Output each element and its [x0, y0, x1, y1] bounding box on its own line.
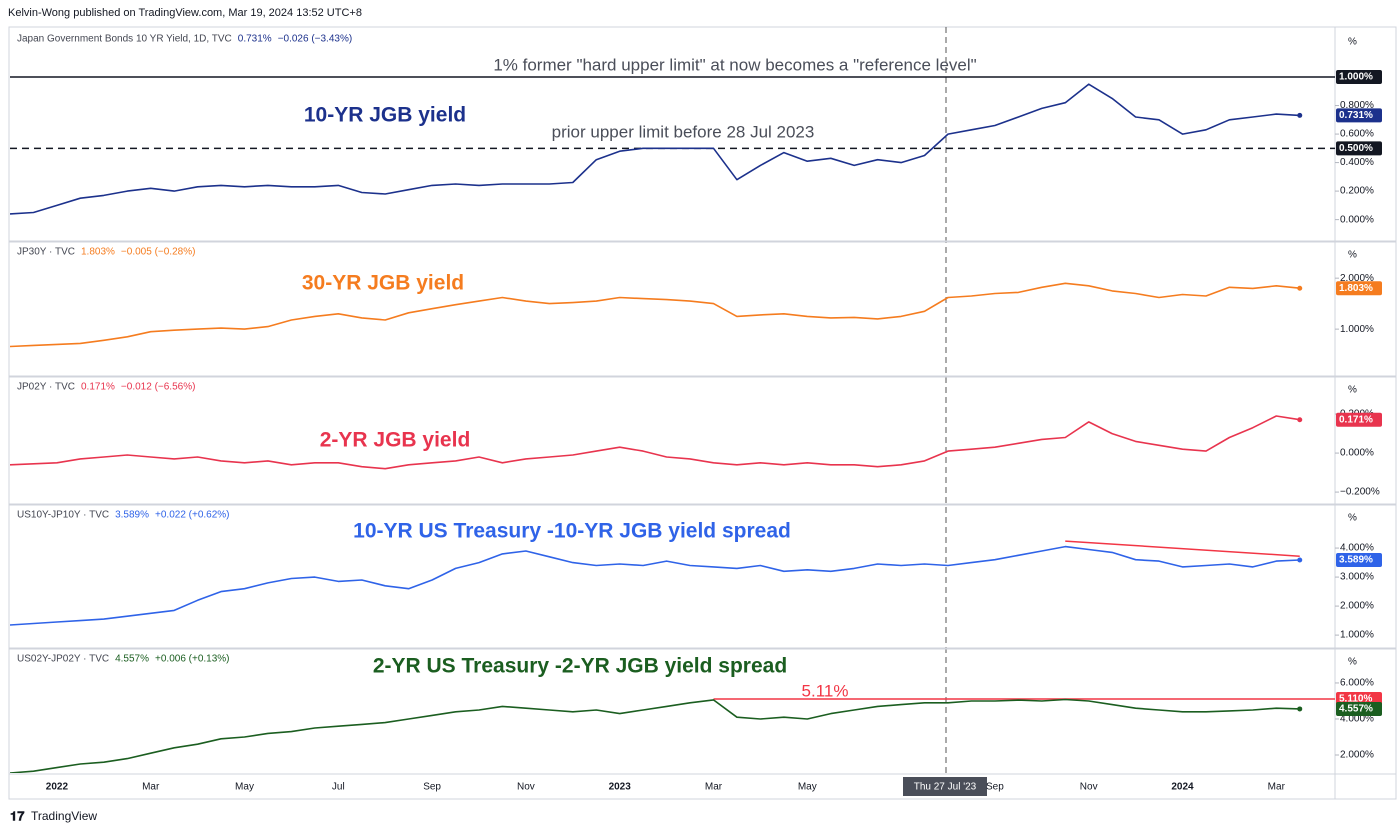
last-label-box	[1336, 701, 1382, 716]
legend-text: 0.731%	[238, 34, 272, 45]
last-label: 0.731%	[1339, 110, 1373, 121]
legend-text: −0.012 (−6.56%)	[121, 382, 196, 393]
pane	[10, 76, 1335, 215]
y-tick-label: 2.000%	[1340, 750, 1374, 761]
level-label: 5.110%	[1339, 694, 1372, 705]
panels: % 0.000% 0.200% 0.400% 0.600% 0.800% 1.000% 0.5…	[9, 34, 1396, 793]
level-label: 0.500%	[1339, 143, 1373, 154]
legend-text: +0.022 (+0.62%)	[155, 510, 230, 521]
pane	[10, 282, 1303, 348]
y-tick-label: 1.000%	[1340, 630, 1374, 641]
y-tick-label: 0.000%	[1340, 214, 1374, 225]
legend-text: US02Y-JP02Y · TVC	[17, 654, 109, 665]
legend-text: 3.589%	[115, 510, 149, 521]
last-point	[1297, 285, 1303, 291]
last-label-box	[1336, 281, 1382, 296]
legend-text: Japan Government Bonds 10 YR Yield, 1D, …	[17, 34, 232, 45]
y-tick-label: 0.200%	[1340, 186, 1374, 197]
frame	[8, 26, 1397, 800]
last-point	[1297, 557, 1303, 563]
pane	[10, 415, 1303, 470]
crosshair-label: Thu 27 Jul '23	[914, 782, 977, 793]
last-label: 0.171%	[1339, 414, 1373, 425]
series-line	[10, 282, 1300, 348]
x-tick-label: Mar	[142, 782, 160, 793]
y-tick-label: 0.400%	[1340, 157, 1374, 168]
last-label-box	[1336, 552, 1382, 567]
x-tick-label: Mar	[1268, 782, 1286, 793]
legend-text: −0.026 (−3.43%)	[278, 34, 353, 45]
last-label: 1.803%	[1339, 283, 1373, 294]
y-tick-label: 6.000%	[1340, 678, 1374, 689]
crosshair-label-box	[903, 777, 987, 796]
y-tick-label: 3.000%	[1340, 572, 1374, 583]
y-tick-label: 2.000%	[1340, 273, 1374, 284]
y-tick-label: 0.600%	[1340, 129, 1374, 140]
unit-label: %	[1348, 385, 1357, 396]
y-tick-label: 1.000%	[1340, 324, 1374, 335]
legend-text: US10Y-JP10Y · TVC	[17, 510, 109, 521]
x-tick-label: Sep	[986, 782, 1004, 793]
last-point	[1297, 417, 1303, 423]
y-tick-label: 2.000%	[1340, 601, 1374, 612]
trendline	[1065, 540, 1300, 557]
legend-text: JP02Y · TVC	[17, 382, 75, 393]
y-tick-label: 0.800%	[1340, 100, 1374, 111]
series-title: 2-YR US Treasury -2-YR JGB yield spread	[373, 655, 787, 678]
annotation: prior upper limit before 28 Jul 2023	[552, 122, 815, 141]
series-line	[10, 698, 1300, 773]
level-label: 1.000%	[1339, 72, 1373, 83]
x-tick-label: 2023	[609, 782, 632, 793]
level-label-box	[1336, 141, 1382, 156]
last-point	[1297, 112, 1303, 118]
unit-label: %	[1348, 250, 1357, 261]
annotation: 1% former "hard upper limit" at now beco…	[493, 55, 976, 74]
x-tick-label: Sep	[423, 782, 441, 793]
y-tick-label: 4.000%	[1340, 543, 1374, 554]
series-line	[10, 415, 1300, 470]
x-tick-label: 2024	[1171, 782, 1194, 793]
series-title: 30-YR JGB yield	[302, 272, 464, 295]
legend-text: +0.006 (+0.13%)	[155, 654, 230, 665]
y-tick-label: 0.000%	[1340, 448, 1374, 459]
y-tick-label: −0.200%	[1340, 487, 1380, 498]
x-tick-label: Nov	[1080, 782, 1098, 793]
legend-text: JP30Y · TVC	[17, 247, 75, 258]
pane	[10, 540, 1303, 626]
logo-mark: 𝟏𝟕	[10, 808, 25, 823]
footer-brand: TradingView	[31, 809, 97, 823]
last-point	[1297, 706, 1303, 712]
last-label-box	[1336, 412, 1382, 427]
series-line	[10, 545, 1300, 626]
unit-label: %	[1348, 657, 1357, 668]
annotation: 5.11%	[802, 681, 849, 700]
legend-text: 1.803%	[81, 247, 115, 258]
last-label-box	[1336, 108, 1382, 123]
x-tick-label: Jul	[332, 782, 345, 793]
unit-label: %	[1348, 37, 1357, 48]
pane	[10, 698, 1335, 773]
legend-text: −0.005 (−0.28%)	[121, 247, 196, 258]
publish-header: Kelvin-Wong published on TradingView.com…	[8, 7, 362, 19]
x-tick-label: Nov	[517, 782, 535, 793]
series-title: 10-YR JGB yield	[304, 104, 466, 127]
legend-text: 0.171%	[81, 382, 115, 393]
x-tick-label: May	[235, 782, 254, 793]
legend-text: 4.557%	[115, 654, 149, 665]
x-tick-label: 2022	[46, 782, 69, 793]
unit-label: %	[1348, 513, 1357, 524]
y-tick-label: 4.000%	[1340, 714, 1374, 725]
series-line	[10, 83, 1300, 215]
series-title: 10-YR US Treasury -10-YR JGB yield sprea…	[353, 520, 791, 543]
x-tick-label: Mar	[705, 782, 723, 793]
last-label: 3.589%	[1339, 555, 1373, 566]
x-tick-label: May	[798, 782, 817, 793]
last-label: 4.557%	[1339, 704, 1373, 715]
series-title: 2-YR JGB yield	[320, 429, 471, 452]
level-label-box	[1336, 70, 1382, 85]
